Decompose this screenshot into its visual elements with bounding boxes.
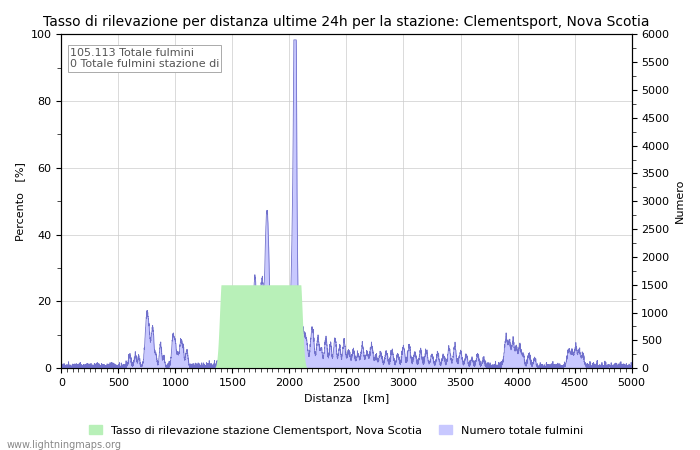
Title: Tasso di rilevazione per distanza ultime 24h per la stazione: Clementsport, Nova: Tasso di rilevazione per distanza ultime… [43, 15, 650, 29]
Y-axis label: Numero: Numero [675, 179, 685, 224]
Text: 105.113 Totale fulmini
0 Totale fulmini stazione di: 105.113 Totale fulmini 0 Totale fulmini … [70, 48, 219, 69]
Legend: Tasso di rilevazione stazione Clementsport, Nova Scotia, Numero totale fulmini: Tasso di rilevazione stazione Clementspo… [85, 421, 587, 440]
Text: www.lightningmaps.org: www.lightningmaps.org [7, 440, 122, 450]
X-axis label: Distanza   [km]: Distanza [km] [304, 393, 389, 404]
Y-axis label: Percento   [%]: Percento [%] [15, 162, 25, 241]
